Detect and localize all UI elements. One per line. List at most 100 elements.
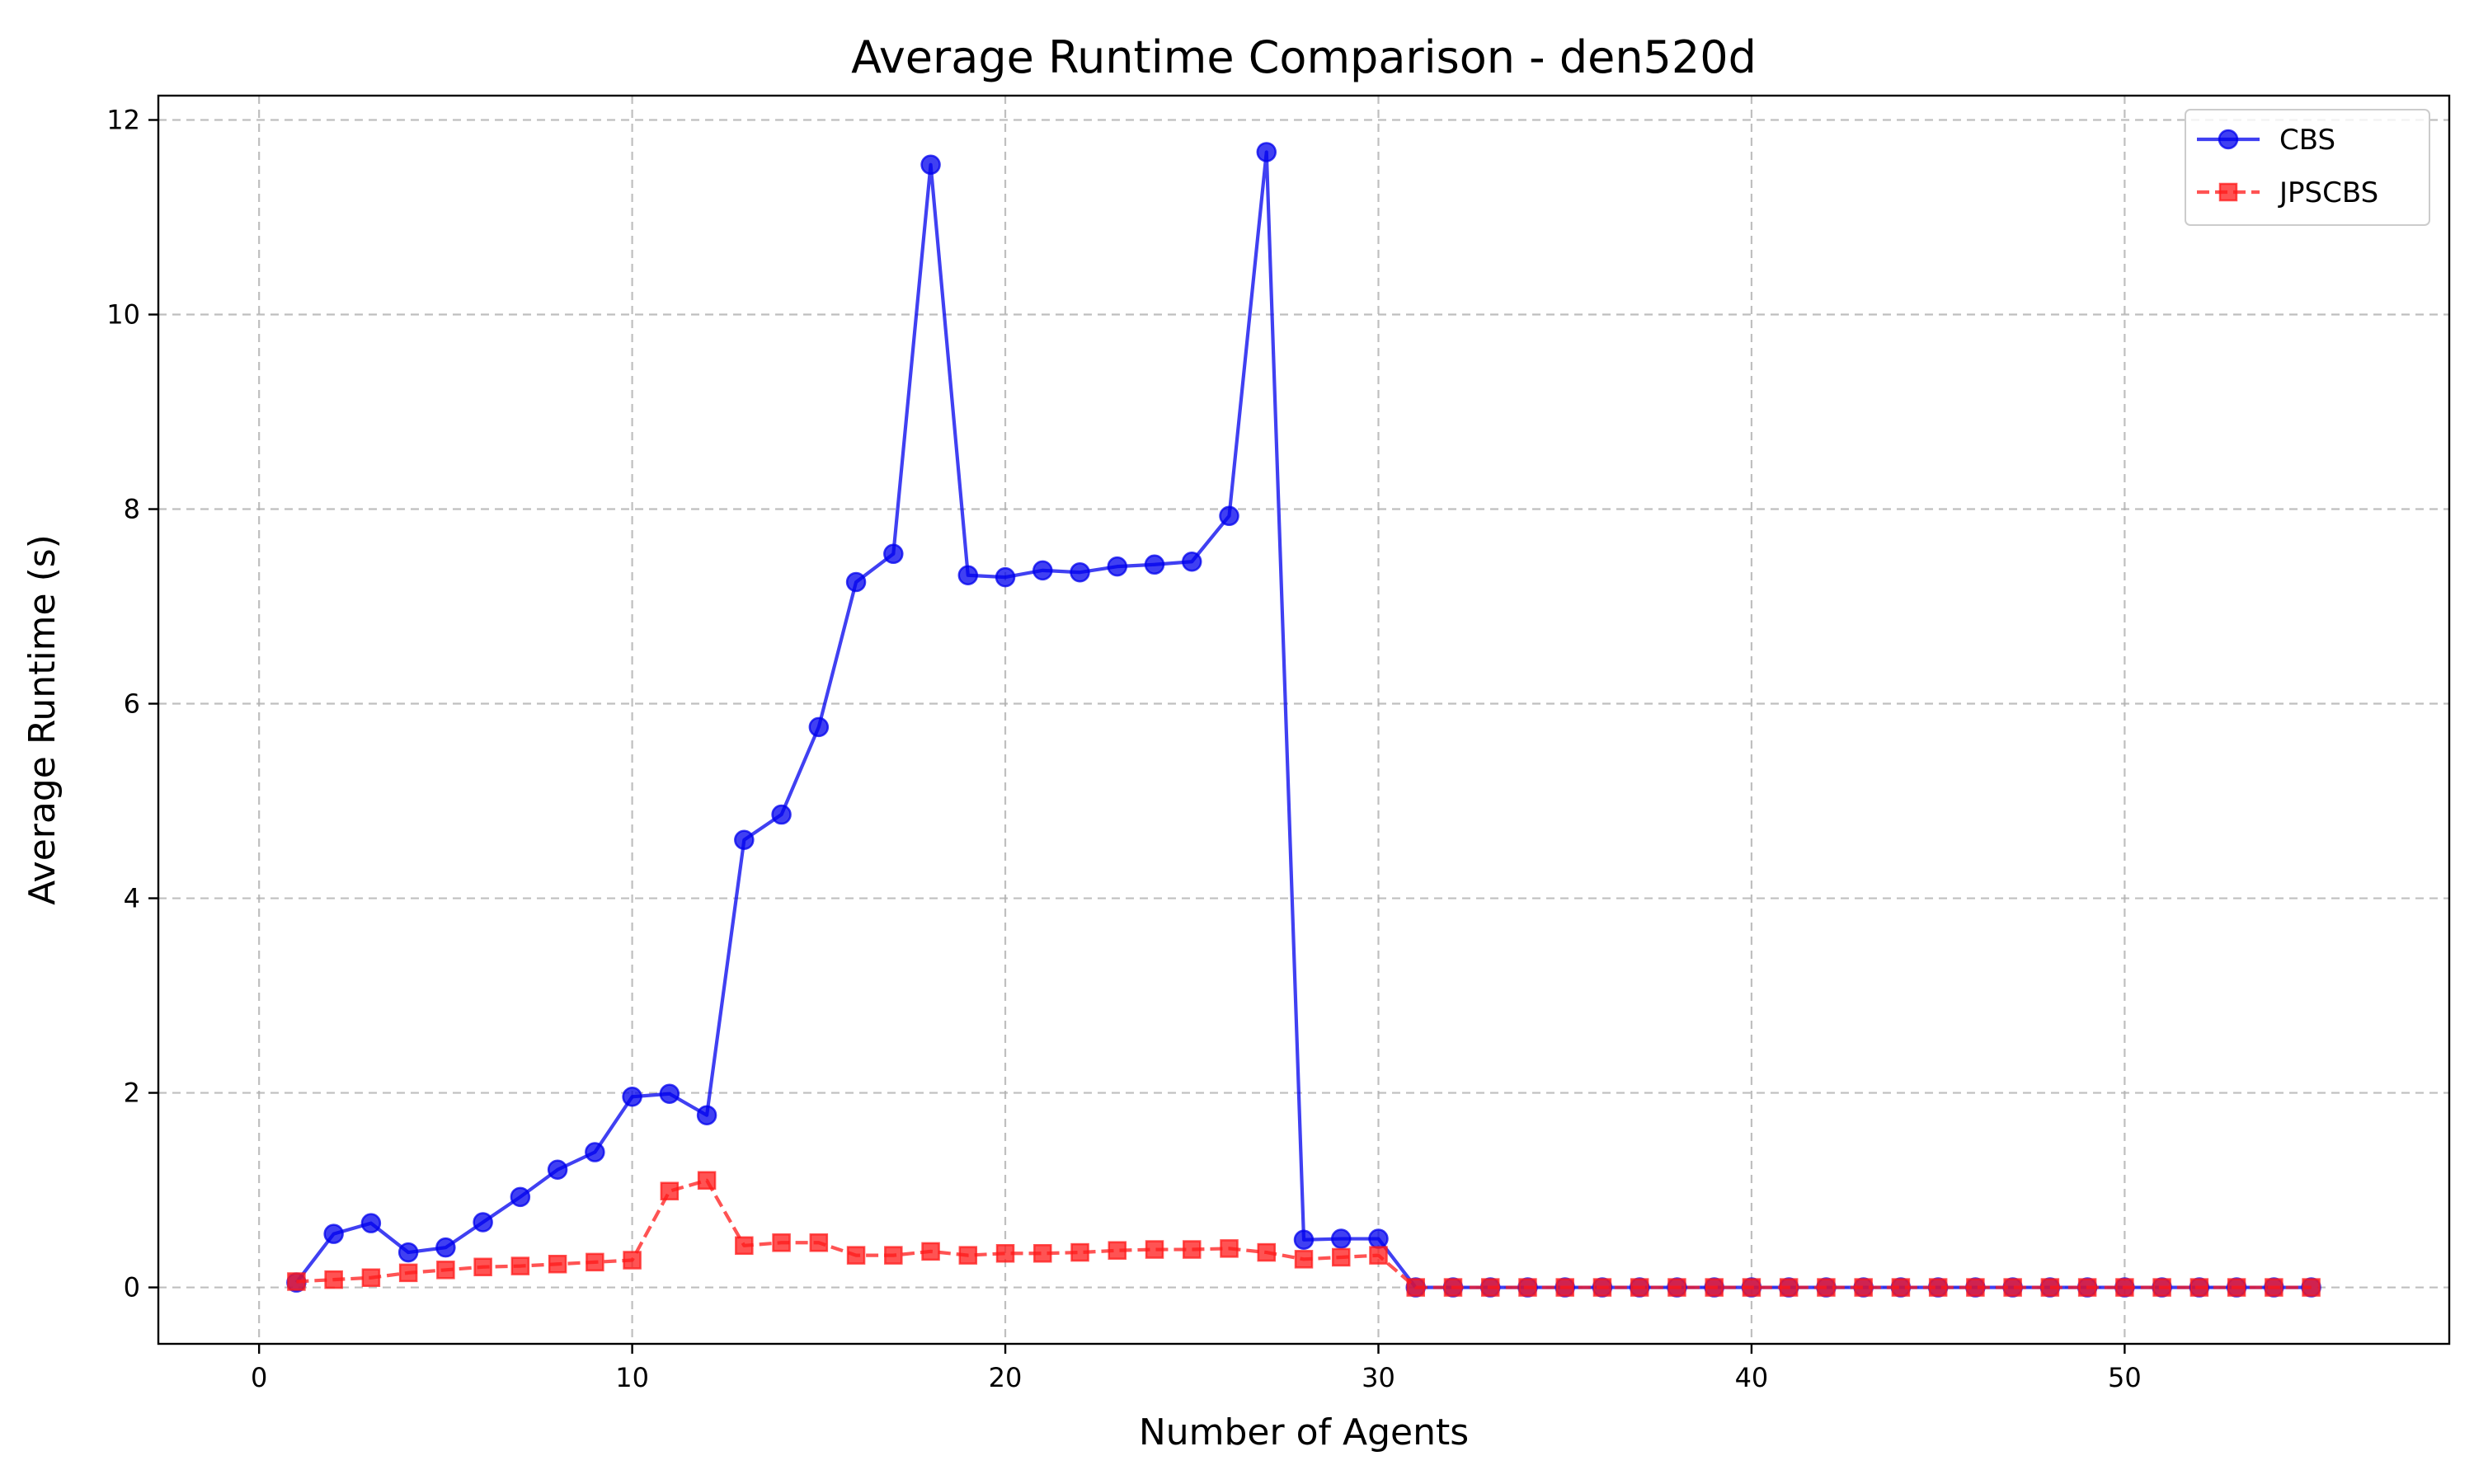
- data-point-cbs: [1219, 505, 1239, 527]
- data-point-cbs: [1144, 554, 1165, 575]
- y-tick-label: 12: [106, 105, 140, 136]
- data-point-jpscbs: [772, 1233, 791, 1252]
- data-point-jpscbs: [287, 1272, 306, 1291]
- data-point-jpscbs: [1966, 1278, 1985, 1297]
- legend-marker-shape: [2218, 129, 2239, 150]
- data-point-jpscbs: [586, 1252, 604, 1272]
- data-point-jpscbs: [2040, 1278, 2060, 1297]
- data-point-cbs: [473, 1212, 493, 1233]
- data-point-cbs: [323, 1223, 344, 1244]
- data-point-jpscbs: [361, 1268, 381, 1288]
- data-point-cbs: [1032, 560, 1053, 581]
- data-point-cbs: [883, 543, 904, 565]
- data-point-jpscbs: [2115, 1278, 2134, 1297]
- data-point-jpscbs: [1480, 1278, 1500, 1297]
- x-tick-label: 40: [1735, 1362, 1769, 1393]
- data-point-jpscbs: [1108, 1241, 1127, 1260]
- data-point-jpscbs: [735, 1236, 754, 1256]
- data-point-jpscbs: [1220, 1239, 1239, 1258]
- plot-frame: [157, 94, 2451, 1345]
- data-point-jpscbs: [1592, 1278, 1612, 1297]
- y-tick-label: 0: [124, 1272, 140, 1303]
- data-point-cbs: [1256, 142, 1277, 162]
- data-point-jpscbs: [1518, 1278, 1537, 1297]
- data-point-jpscbs: [1854, 1278, 1873, 1297]
- data-point-jpscbs: [921, 1242, 940, 1261]
- y-tick-label: 4: [124, 883, 140, 914]
- data-point-cbs: [585, 1142, 605, 1162]
- data-point-jpscbs: [1928, 1278, 1948, 1297]
- data-point-jpscbs: [995, 1244, 1015, 1263]
- data-point-cbs: [771, 804, 792, 825]
- x-tick-label: 50: [2108, 1362, 2142, 1393]
- data-point-jpscbs: [1891, 1278, 1911, 1297]
- data-point-jpscbs: [1369, 1246, 1388, 1265]
- legend-entry-jpscbs: JPSCBS: [2197, 176, 2378, 209]
- data-point-cbs: [808, 716, 830, 738]
- data-point-jpscbs: [548, 1254, 567, 1274]
- legend-marker-jpscbs: [2218, 182, 2238, 202]
- data-point-cbs: [734, 829, 755, 850]
- data-point-cbs: [360, 1213, 382, 1233]
- data-point-cbs: [435, 1237, 456, 1258]
- data-point-jpscbs: [1817, 1278, 1836, 1297]
- data-point-jpscbs: [1667, 1278, 1686, 1297]
- data-point-jpscbs: [1331, 1247, 1351, 1267]
- data-point-jpscbs: [1779, 1278, 1799, 1297]
- data-point-cbs: [1182, 551, 1202, 572]
- data-point-jpscbs: [2302, 1278, 2321, 1297]
- data-point-jpscbs: [2227, 1278, 2246, 1297]
- data-point-cbs: [1107, 556, 1128, 577]
- data-point-cbs: [957, 565, 979, 586]
- data-point-cbs: [510, 1186, 531, 1208]
- x-tick-label: 20: [989, 1362, 1023, 1393]
- data-point-jpscbs: [1742, 1278, 1761, 1297]
- y-axis-label: Average Runtime (s): [21, 534, 63, 905]
- data-point-cbs: [845, 571, 867, 593]
- data-point-cbs: [696, 1105, 717, 1125]
- data-point-jpscbs: [1406, 1278, 1425, 1297]
- data-point-jpscbs: [1294, 1250, 1314, 1269]
- y-tick-label: 2: [124, 1078, 140, 1109]
- legend: CBS JPSCBS: [2185, 109, 2430, 226]
- x-tick-label: 0: [251, 1362, 267, 1393]
- data-point-jpscbs: [884, 1246, 903, 1265]
- data-point-jpscbs: [660, 1181, 680, 1200]
- series-jpscbs: [287, 1171, 2321, 1297]
- x-axis-label: Number of Agents: [1139, 1411, 1469, 1453]
- data-point-jpscbs: [2189, 1278, 2209, 1297]
- data-point-cbs: [1293, 1229, 1315, 1250]
- data-point-jpscbs: [2003, 1278, 2022, 1297]
- data-point-jpscbs: [2077, 1278, 2097, 1297]
- legend-label-jpscbs: JPSCBS: [2278, 176, 2378, 209]
- data-point-jpscbs: [1705, 1278, 1724, 1297]
- data-point-cbs: [547, 1159, 568, 1181]
- data-point-cbs: [995, 566, 1016, 588]
- x-tick-label: 10: [615, 1362, 649, 1393]
- data-point-jpscbs: [2265, 1278, 2284, 1297]
- data-point-cbs: [397, 1242, 419, 1263]
- data-point-jpscbs: [623, 1251, 642, 1270]
- legend-entry-cbs: CBS: [2197, 124, 2335, 157]
- data-point-jpscbs: [510, 1256, 530, 1275]
- data-point-jpscbs: [2152, 1278, 2171, 1297]
- data-point-jpscbs: [1443, 1278, 1463, 1297]
- data-point-cbs: [1330, 1228, 1352, 1249]
- data-point-jpscbs: [1183, 1240, 1202, 1259]
- data-point-cbs: [920, 154, 941, 176]
- y-tick-label: 8: [124, 494, 140, 525]
- data-point-jpscbs: [473, 1257, 492, 1277]
- legend-marker-shape: [2218, 182, 2238, 202]
- x-tick-label: 30: [1362, 1362, 1395, 1393]
- data-point-jpscbs: [324, 1270, 343, 1289]
- data-point-jpscbs: [846, 1246, 866, 1265]
- data-point-cbs: [659, 1083, 680, 1104]
- y-tick-label: 6: [124, 688, 140, 720]
- data-point-jpscbs: [1033, 1244, 1052, 1263]
- legend-label-cbs: CBS: [2279, 124, 2335, 157]
- y-tick-label: 10: [106, 299, 140, 331]
- data-point-jpscbs: [1555, 1278, 1574, 1297]
- data-point-cbs: [1070, 561, 1090, 583]
